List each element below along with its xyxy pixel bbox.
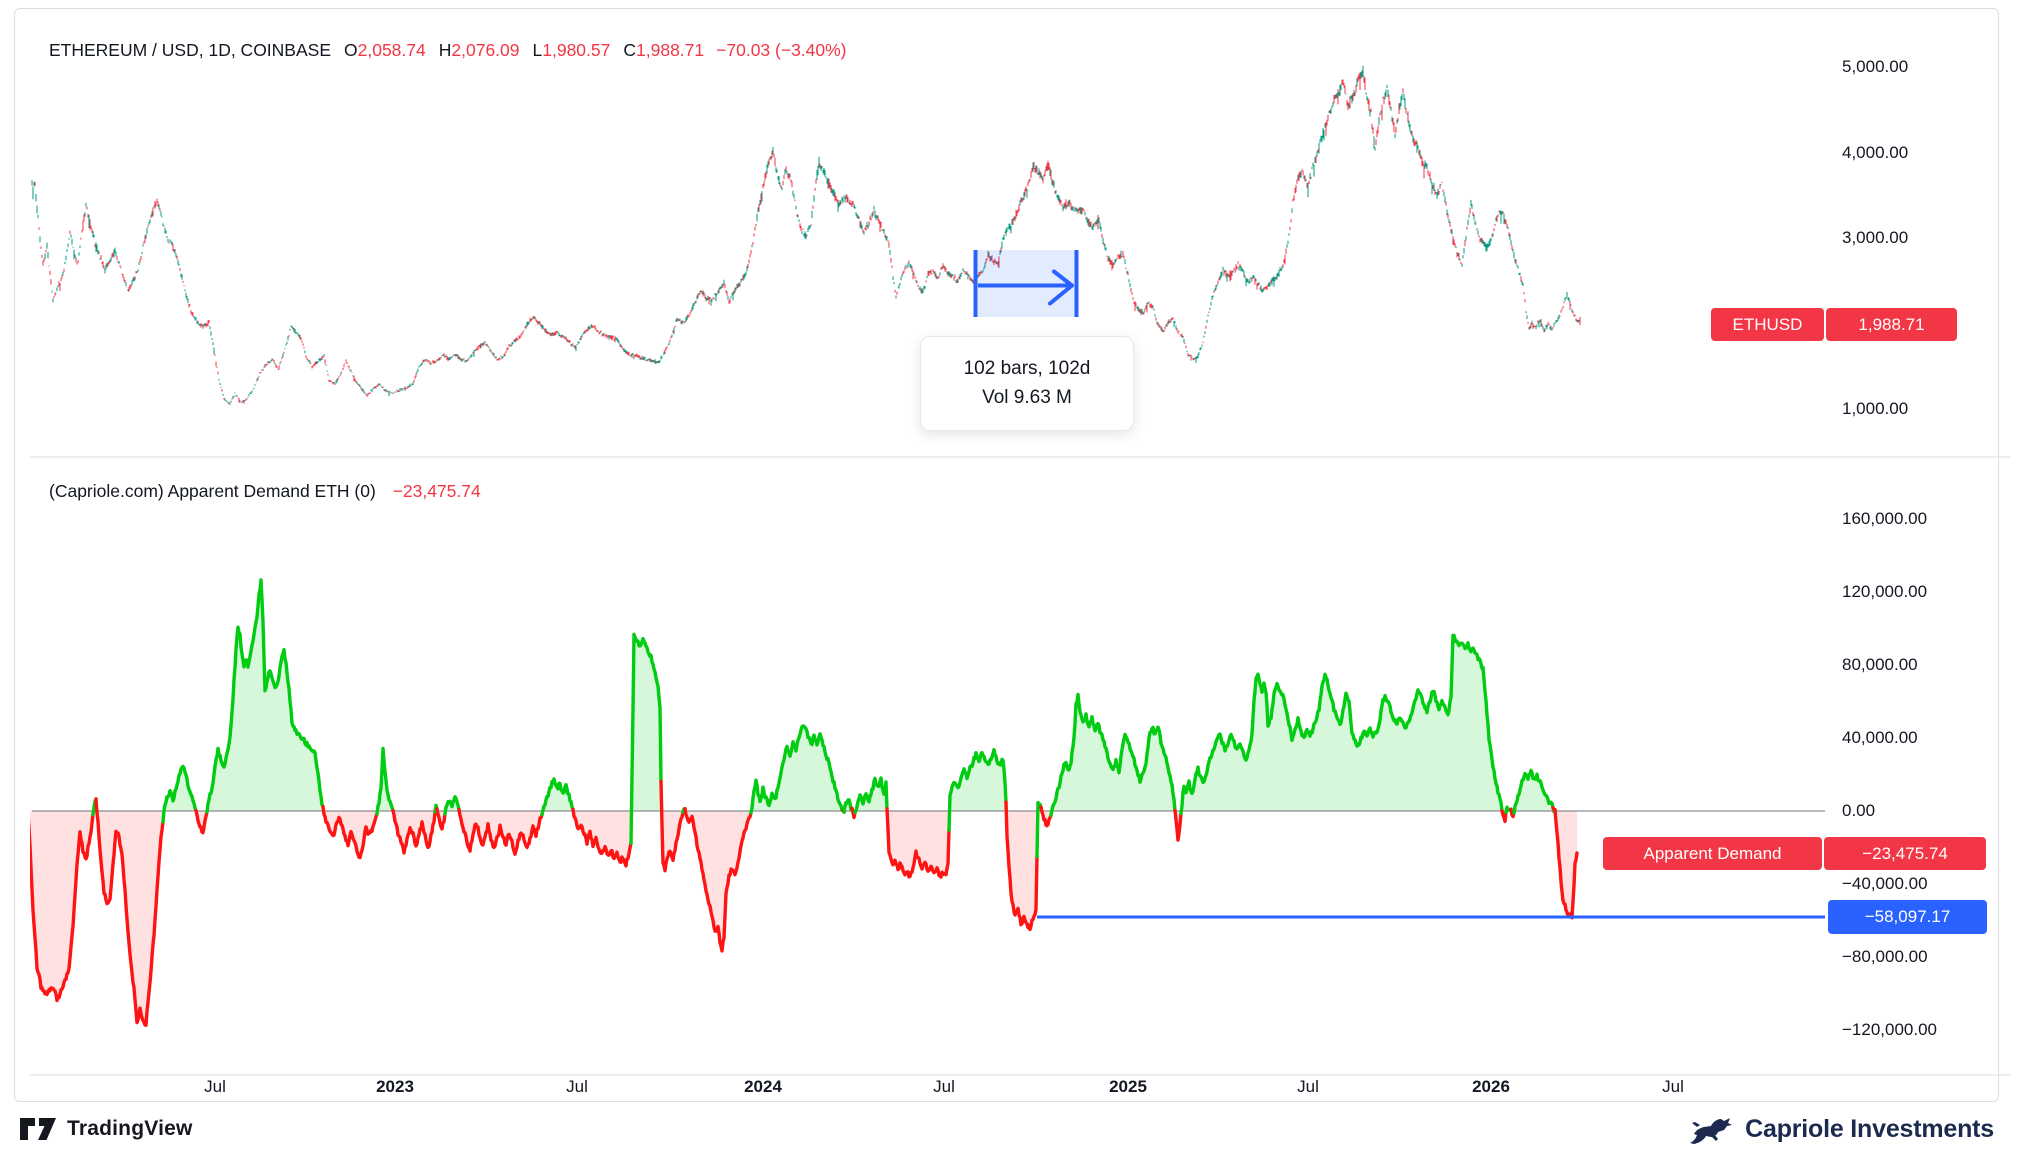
tradingview-logo[interactable]: TradingView <box>18 1114 193 1144</box>
demand-positive-segment <box>205 578 325 814</box>
indicator-value: −23,475.74 <box>392 481 481 501</box>
demand-negative-segment <box>30 812 95 1003</box>
apparent-demand-badge-value: −23,475.74 <box>1824 837 1986 870</box>
demand-negative-segment <box>1509 807 1516 819</box>
ohlc-value: 1,980.57 <box>542 40 611 60</box>
demand-negative-segment <box>1004 800 1039 932</box>
chart-canvas[interactable] <box>30 18 2012 1108</box>
symbol-badge-price: 1,988.71 <box>1826 308 1957 341</box>
demand-negative-segment <box>1553 807 1579 920</box>
indicator-tick-label: −120,000.00 <box>1842 1020 1938 1039</box>
indicator-tick-label: 80,000.00 <box>1842 655 1918 674</box>
demand-negative-segment <box>435 807 447 831</box>
demand-negative-segment <box>321 804 379 860</box>
tradingview-icon <box>20 1118 56 1140</box>
indicator-legend: (Capriole.com) Apparent Demand ETH (0) −… <box>49 481 481 502</box>
demand-positive-segment <box>161 764 198 824</box>
time-axis-year-label: 2026 <box>1472 1077 1510 1096</box>
tradingview-wordmark: TradingView <box>67 1117 193 1140</box>
candles-down <box>34 72 1581 405</box>
symbol-badge-label: ETHUSD <box>1711 308 1824 341</box>
demand-positive-segment <box>629 632 663 845</box>
indicator-title: (Capriole.com) Apparent Demand ETH (0) <box>49 481 376 501</box>
ohlc-value: 1,988.71 <box>636 40 705 60</box>
demand-negative-segment <box>659 779 685 873</box>
indicator-tick-label: −80,000.00 <box>1842 947 1928 966</box>
ohlc-letter: O <box>344 40 358 60</box>
demand-negative-segment <box>1039 805 1053 828</box>
demand-positive-segment <box>1035 800 1043 859</box>
demand-negative-segment <box>850 806 857 820</box>
apparent-demand-badge: Apparent Demand −23,475.74 <box>1603 837 1986 870</box>
demand-negative-segment <box>1173 808 1183 842</box>
indicator-tick-label: −40,000.00 <box>1842 874 1928 893</box>
price-tick-label: 1,000.00 <box>1842 398 1909 418</box>
indicator-tick-label: 0.00 <box>1842 801 1876 820</box>
time-axis-month-label: Jul <box>933 1077 955 1096</box>
measure-tool[interactable] <box>973 250 1079 317</box>
demand-negative-segment <box>457 808 544 856</box>
demand-positive-segment <box>375 746 395 816</box>
ohlc-letter: L <box>532 40 543 60</box>
demand-negative-segment <box>571 807 633 868</box>
indicator-tick-label: 120,000.00 <box>1842 582 1928 601</box>
capriole-wordmark: Capriole Investments <box>1745 1114 1994 1143</box>
demand-positive-segment <box>1512 768 1555 815</box>
measure-volume-text: Vol 9.63 M <box>982 387 1072 408</box>
change-value: −70.03 (−3.40%) <box>716 40 847 60</box>
indicator-tick-label: 160,000.00 <box>1842 509 1928 528</box>
time-axis-month-label: Jul <box>1662 1077 1684 1096</box>
price-tick-label: 3,000.00 <box>1842 228 1909 248</box>
demand-negative-segment <box>1500 809 1508 824</box>
capriole-horse-icon <box>1690 1118 1733 1144</box>
measure-bars-text: 102 bars, 102d <box>963 358 1091 379</box>
demand-positive-segment <box>540 777 575 817</box>
ohlc-value: 2,076.09 <box>451 40 520 60</box>
ohlc-letter: C <box>623 40 637 60</box>
chart-card: ETHEREUM / USD, 1D, COINBASE O2,058.74 H2,… <box>14 8 2011 1102</box>
price-tick-label: 5,000.00 <box>1842 57 1909 77</box>
demand-positive-segment <box>443 795 461 816</box>
apparent-demand-badge-label: Apparent Demand <box>1603 837 1822 870</box>
demand-negative-segment <box>683 807 753 953</box>
symbol-price-badge: ETHUSD 1,988.71 <box>1711 308 1957 341</box>
time-axis-month-label: Jul <box>204 1077 226 1096</box>
demand-positive-segment <box>947 747 1008 832</box>
demand-positive-segment <box>853 776 889 815</box>
demand-negative-segment <box>391 808 437 855</box>
price-tick-label: 4,000.00 <box>1842 142 1909 162</box>
ohlc-letter: H <box>438 40 452 60</box>
symbol-legend: ETHEREUM / USD, 1D, COINBASE O2,058.74 H2,… <box>49 40 847 61</box>
ohlc-values: O2,058.74 H2,076.09 L1,980.57 C1,988.71 <box>331 40 704 60</box>
demand-positive-segment <box>1049 692 1177 817</box>
time-axis-month-label: Jul <box>566 1077 588 1096</box>
demand-positive-segment <box>1179 633 1504 816</box>
demand-negative-segment <box>94 797 165 1027</box>
time-axis-year-label: 2025 <box>1109 1077 1147 1096</box>
indicator-tick-label: 40,000.00 <box>1842 728 1918 747</box>
level-line-badge: −58,097.17 <box>1828 900 1987 934</box>
time-axis-month-label: Jul <box>1297 1077 1319 1096</box>
time-axis-year-label: 2024 <box>744 1077 782 1096</box>
demand-positive-segment <box>749 724 845 815</box>
demand-negative-segment <box>885 807 951 879</box>
ohlc-value: 2,058.74 <box>357 40 426 60</box>
demand-negative-segment <box>194 808 209 835</box>
symbol-title: ETHEREUM / USD, 1D, COINBASE <box>49 40 331 60</box>
level-line-badge-value: −58,097.17 <box>1828 900 1987 934</box>
measure-tooltip: 102 bars, 102d Vol 9.63 M <box>920 336 1134 431</box>
time-axis-year-label: 2023 <box>376 1077 414 1096</box>
candles-up <box>31 65 1580 405</box>
capriole-logo[interactable]: Capriole Investments <box>1687 1112 1994 1146</box>
